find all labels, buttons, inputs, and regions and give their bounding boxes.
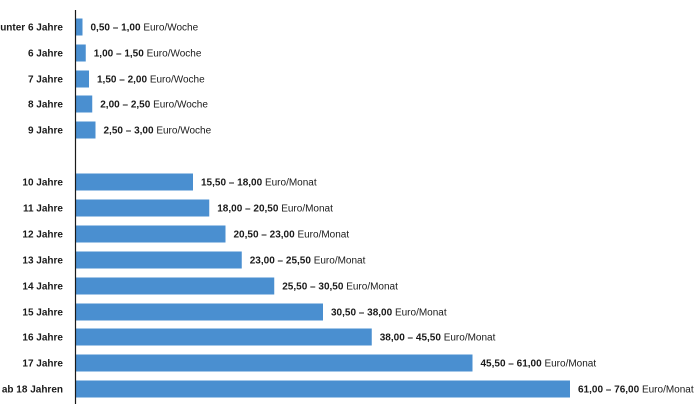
value-label-4: 2,50 – 3,00 Euro/Woche <box>104 126 212 137</box>
value-range-6: 18,00 – 20,50 <box>217 204 279 215</box>
value-label-11: 38,00 – 45,50 Euro/Monat <box>380 333 496 344</box>
bar-2 <box>76 70 89 88</box>
value-label-10: 30,50 – 38,00 Euro/Monat <box>331 308 447 319</box>
value-range-10: 30,50 – 38,00 <box>331 308 393 319</box>
category-label-11: 16 Jahre <box>22 333 63 344</box>
value-label-7: 20,50 – 23,00 Euro/Monat <box>234 230 350 241</box>
value-unit-3: Euro/Woche <box>150 100 208 111</box>
value-range-7: 20,50 – 23,00 <box>234 230 296 241</box>
value-label-12: 45,50 – 61,00 Euro/Monat <box>481 359 597 370</box>
value-unit-11: Euro/Monat <box>441 333 496 344</box>
labels-layer: unter 6 Jahre 0,50 – 1,00 Euro/Woche 6 Jah… <box>0 23 694 396</box>
category-label-3: 8 Jahre <box>28 100 63 111</box>
value-label-0: 0,50 – 1,00 Euro/Woche <box>91 23 199 34</box>
value-unit-6: Euro/Monat <box>278 204 333 215</box>
category-label-1: 6 Jahre <box>28 49 63 60</box>
value-unit-7: Euro/Monat <box>295 230 350 241</box>
value-range-4: 2,50 – 3,00 <box>104 126 154 137</box>
bar-8 <box>76 251 242 269</box>
value-range-1: 1,00 – 1,50 <box>94 49 144 60</box>
value-label-2: 1,50 – 2,00 Euro/Woche <box>97 75 205 86</box>
category-label-12: 17 Jahre <box>22 359 63 370</box>
category-label-8: 13 Jahre <box>22 256 63 267</box>
bars-layer <box>76 18 570 398</box>
bar-7 <box>76 225 226 243</box>
value-range-8: 23,00 – 25,50 <box>250 256 312 267</box>
value-range-12: 45,50 – 61,00 <box>481 359 543 370</box>
category-label-6: 11 Jahre <box>23 204 63 215</box>
category-label-5: 10 Jahre <box>22 178 63 189</box>
value-unit-0: Euro/Woche <box>141 23 199 34</box>
value-unit-13: Euro/Monat <box>639 385 694 396</box>
value-range-2: 1,50 – 2,00 <box>97 75 147 86</box>
value-label-8: 23,00 – 25,50 Euro/Monat <box>250 256 366 267</box>
value-range-13: 61,00 – 76,00 <box>578 385 640 396</box>
bar-3 <box>76 95 93 113</box>
category-label-4: 9 Jahre <box>28 126 63 137</box>
value-range-3: 2,00 – 2,50 <box>100 100 150 111</box>
bar-6 <box>76 199 210 217</box>
value-unit-9: Euro/Monat <box>343 282 398 293</box>
value-unit-2: Euro/Woche <box>147 75 205 86</box>
value-unit-5: Euro/Monat <box>262 178 317 189</box>
value-unit-1: Euro/Woche <box>144 49 202 60</box>
category-label-7: 12 Jahre <box>22 230 63 241</box>
value-range-9: 25,50 – 30,50 <box>282 282 344 293</box>
bar-4 <box>76 121 96 139</box>
value-unit-8: Euro/Monat <box>311 256 366 267</box>
value-range-11: 38,00 – 45,50 <box>380 333 442 344</box>
value-unit-10: Euro/Monat <box>392 308 447 319</box>
bar-12 <box>76 354 473 372</box>
value-label-5: 15,50 – 18,00 Euro/Monat <box>201 178 317 189</box>
value-label-1: 1,00 – 1,50 Euro/Woche <box>94 49 202 60</box>
value-label-13: 61,00 – 76,00 Euro/Monat <box>578 385 694 396</box>
value-unit-12: Euro/Monat <box>542 359 597 370</box>
bar-1 <box>76 44 86 62</box>
value-label-9: 25,50 – 30,50 Euro/Monat <box>282 282 398 293</box>
value-range-0: 0,50 – 1,00 <box>91 23 141 34</box>
bar-10 <box>76 303 323 321</box>
category-label-13: ab 18 Jahren <box>2 385 63 396</box>
value-range-5: 15,50 – 18,00 <box>201 178 263 189</box>
value-unit-4: Euro/Woche <box>154 126 212 137</box>
category-label-0: unter 6 Jahre <box>0 23 63 34</box>
bar-0 <box>76 18 83 36</box>
value-label-3: 2,00 – 2,50 Euro/Woche <box>100 100 208 111</box>
bar-13 <box>76 380 570 398</box>
category-label-9: 14 Jahre <box>22 282 63 293</box>
bar-9 <box>76 277 275 295</box>
bar-5 <box>76 173 193 191</box>
category-label-10: 15 Jahre <box>22 308 63 319</box>
category-label-2: 7 Jahre <box>28 75 63 86</box>
value-label-6: 18,00 – 20,50 Euro/Monat <box>217 204 333 215</box>
bar-11 <box>76 328 372 346</box>
